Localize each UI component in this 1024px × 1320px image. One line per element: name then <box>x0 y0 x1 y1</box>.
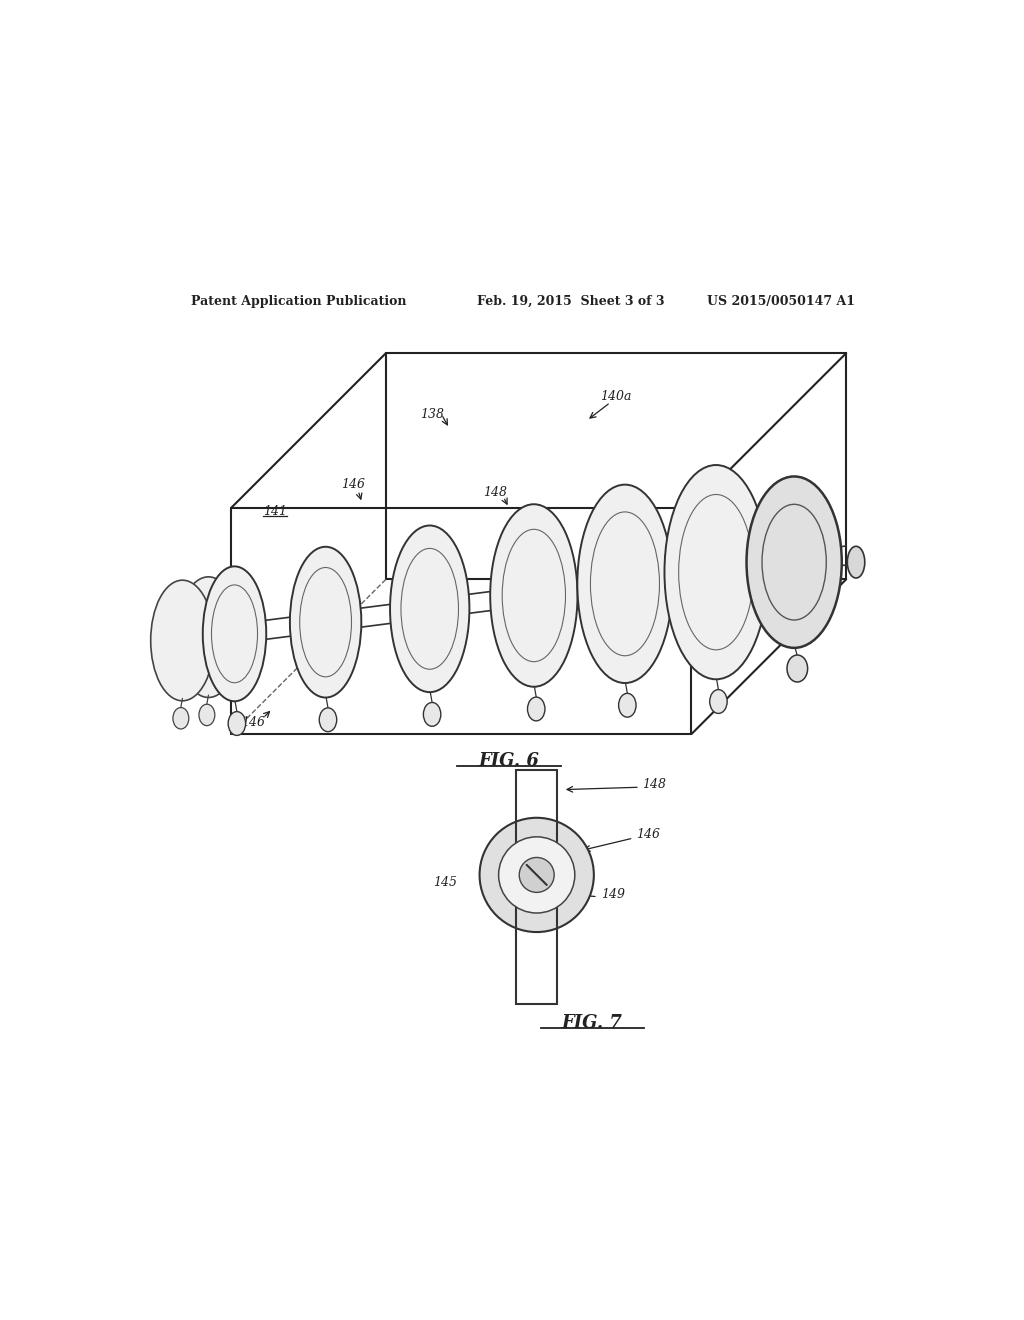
Text: Feb. 19, 2015  Sheet 3 of 3: Feb. 19, 2015 Sheet 3 of 3 <box>477 296 665 308</box>
Ellipse shape <box>423 702 441 726</box>
Circle shape <box>499 837 574 913</box>
Ellipse shape <box>203 566 266 701</box>
Text: FIG. 7: FIG. 7 <box>562 1014 623 1032</box>
Text: 146: 146 <box>636 829 659 841</box>
Ellipse shape <box>151 581 214 701</box>
Text: 145: 145 <box>433 876 458 888</box>
Text: 146: 146 <box>341 478 365 491</box>
Ellipse shape <box>228 711 246 735</box>
Text: 140: 140 <box>749 612 772 626</box>
Ellipse shape <box>199 704 215 726</box>
Ellipse shape <box>490 504 578 686</box>
Text: Patent Application Publication: Patent Application Publication <box>191 296 407 308</box>
Text: 140b: 140b <box>778 486 811 499</box>
Text: FIG. 6: FIG. 6 <box>478 751 540 770</box>
Ellipse shape <box>390 525 469 692</box>
Circle shape <box>479 818 594 932</box>
Ellipse shape <box>173 708 188 729</box>
Text: 140d: 140d <box>221 603 254 616</box>
Ellipse shape <box>746 477 842 648</box>
Circle shape <box>519 858 554 892</box>
Bar <box>516 770 557 1005</box>
Text: 146: 146 <box>241 715 264 729</box>
Ellipse shape <box>710 689 727 713</box>
Text: 141: 141 <box>263 504 287 517</box>
Text: 140a: 140a <box>782 543 814 556</box>
Text: 149: 149 <box>693 507 717 520</box>
Ellipse shape <box>847 546 865 578</box>
Ellipse shape <box>527 697 545 721</box>
Text: 145: 145 <box>706 519 730 532</box>
Text: 148: 148 <box>483 486 508 499</box>
Ellipse shape <box>787 655 808 682</box>
Text: 149: 149 <box>601 888 625 900</box>
Text: 148: 148 <box>642 777 667 791</box>
Ellipse shape <box>177 577 241 697</box>
Text: 138: 138 <box>420 408 444 421</box>
Text: 144,147: 144,147 <box>655 566 708 579</box>
Ellipse shape <box>665 465 768 680</box>
Text: 140a: 140a <box>600 391 632 404</box>
Ellipse shape <box>618 693 636 717</box>
Text: US 2015/0050147 A1: US 2015/0050147 A1 <box>708 296 855 308</box>
Ellipse shape <box>578 484 673 682</box>
Ellipse shape <box>290 546 361 697</box>
Ellipse shape <box>319 708 337 731</box>
